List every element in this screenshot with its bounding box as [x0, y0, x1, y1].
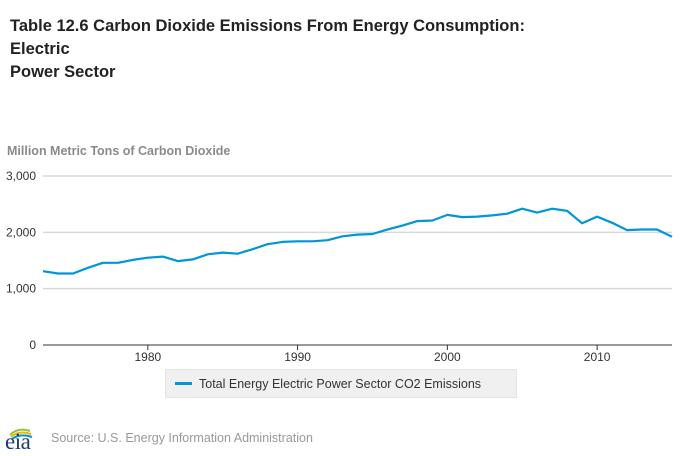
legend-swatch: [175, 382, 192, 385]
line-chart: 0 1,000 2,000 3,000 1980 1990 2000 2010: [6, 169, 673, 364]
title-line: Power Sector: [10, 63, 116, 81]
y-tick-label: 1,000: [6, 282, 36, 296]
series-layer: [42, 207, 673, 275]
x-axis: 1980 1990 2000 2010: [43, 344, 672, 364]
title-line: Electric: [10, 40, 70, 58]
y-tick-label: 0: [29, 338, 36, 352]
gridlines: [43, 175, 672, 290]
eia-logo-arcs-icon: [9, 428, 33, 440]
y-axis-units-label: Million Metric Tons of Carbon Dioxide: [7, 144, 231, 158]
source-text: Source: U.S. Energy Information Administ…: [51, 431, 313, 445]
legend-label: Total Energy Electric Power Sector CO2 E…: [199, 376, 482, 391]
eia-logo-text: eia: [5, 429, 31, 454]
series-line: [42, 207, 673, 275]
x-tick-label: 1990: [284, 350, 311, 364]
y-tick-label: 3,000: [6, 169, 36, 183]
footer: eia Source: U.S. Energy Information Admi…: [4, 425, 313, 454]
y-axis-ticks: 0 1,000 2,000 3,000: [6, 169, 36, 352]
y-tick-label: 2,000: [6, 225, 36, 239]
x-tick-label: 2000: [434, 350, 461, 364]
eia-logo[interactable]: eia: [4, 425, 42, 454]
title-line: Table 12.6 Carbon Dioxide Emissions From…: [10, 17, 525, 35]
x-tick-label: 1980: [134, 350, 161, 364]
x-tick-label: 2010: [584, 350, 611, 364]
chart-title: Table 12.6 Carbon Dioxide Emissions From…: [10, 15, 670, 84]
legend[interactable]: Total Energy Electric Power Sector CO2 E…: [165, 369, 517, 398]
